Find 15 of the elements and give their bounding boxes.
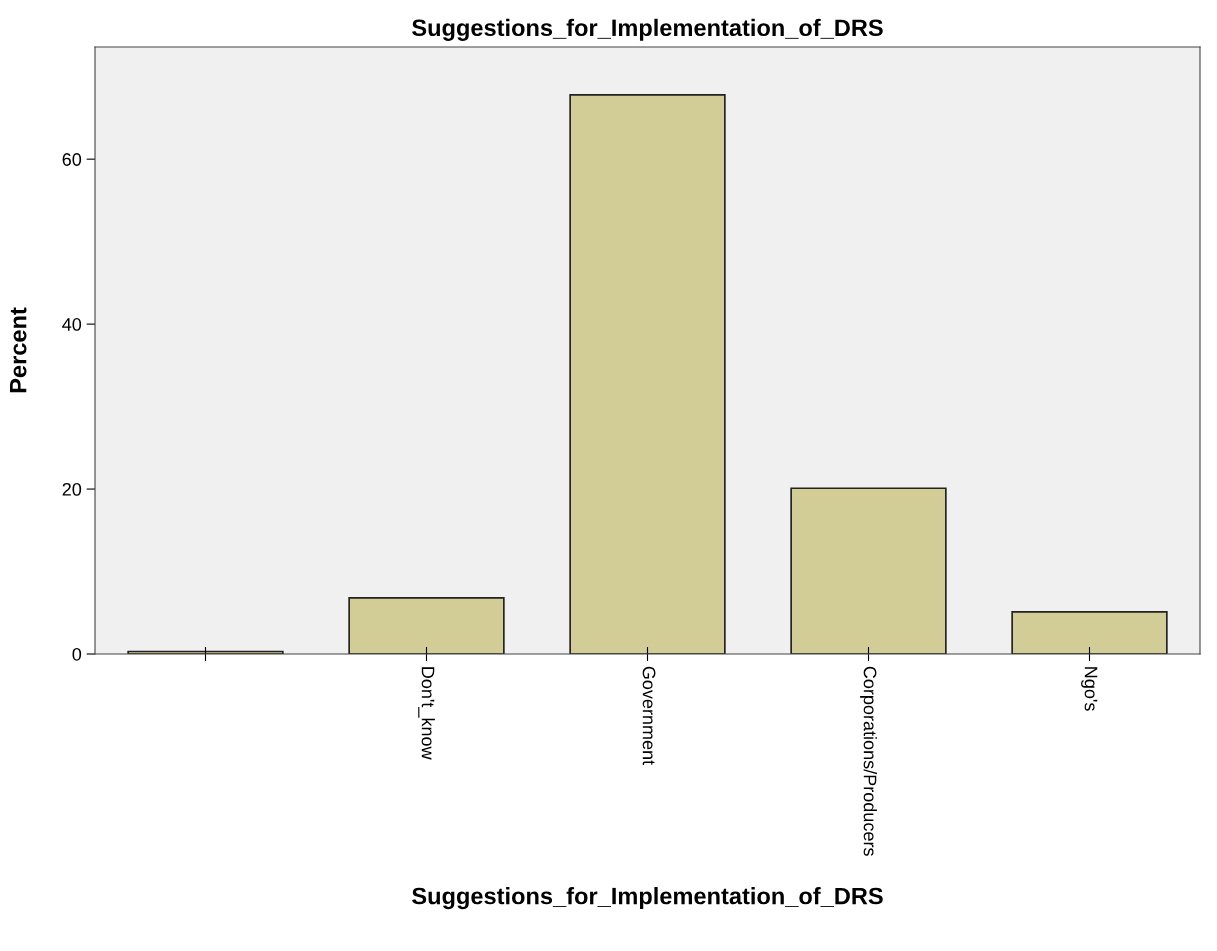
y-tick-label: 20: [62, 482, 82, 496]
y-tick-label: 60: [62, 153, 82, 166]
y-tick-label: 0: [72, 647, 82, 661]
bar: [790, 487, 947, 654]
y-axis-title: Percent: [10, 307, 27, 393]
x-axis-title: Suggestions_for_Implementation_of_DRS: [412, 887, 883, 910]
y-tick-label: 40: [62, 318, 82, 331]
x-tick-label: Ngo's: [1081, 667, 1098, 711]
chart-title: Suggestions_for_Implementation_of_DRS: [412, 18, 883, 41]
x-tick-label: Don't_know: [418, 667, 435, 760]
x-tick-label: Corporations/Producers: [860, 666, 877, 856]
bar: [569, 93, 726, 654]
bar: [348, 597, 505, 654]
x-tick-label: Government: [642, 666, 656, 766]
bar: [1011, 611, 1168, 654]
